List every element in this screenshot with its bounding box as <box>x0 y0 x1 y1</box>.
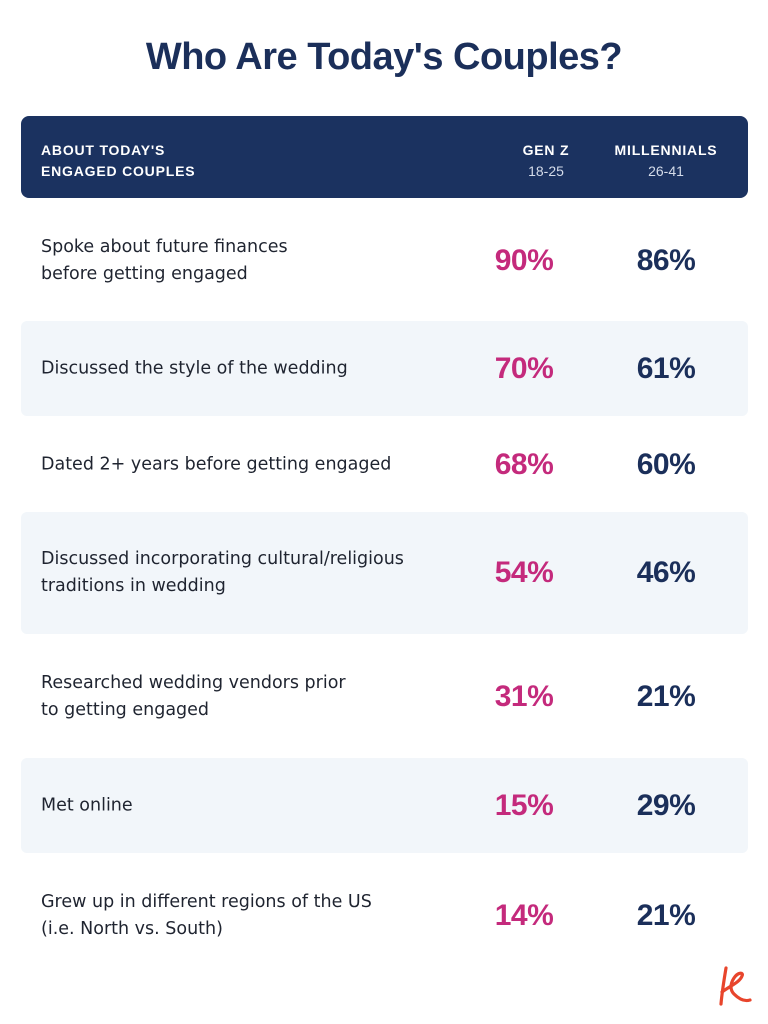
row-label: Met online <box>41 795 133 815</box>
header-millennials-age: 26-41 <box>648 163 684 179</box>
millennials-value: 21% <box>636 899 696 932</box>
millennials-value: 86% <box>636 244 696 277</box>
millennials-value: 60% <box>636 448 696 481</box>
millennials-value: 61% <box>636 351 696 385</box>
gen-z-value: 31% <box>494 680 554 713</box>
header-label: ABOUT TODAY'S ENGAGED COUPLES <box>41 142 196 179</box>
header-gen-z-name: GEN Z <box>522 142 570 158</box>
millennials-value: 21% <box>636 680 696 713</box>
table-row: Met online 15% 29% <box>21 758 748 853</box>
table-row: Discussed incorporating cultural/religio… <box>21 512 748 634</box>
table-row: Dated 2+ years before getting engaged 68%… <box>21 420 748 510</box>
table-row: Spoke about future finances before getti… <box>21 214 748 308</box>
table-row: Researched wedding vendors prior to gett… <box>21 640 748 754</box>
row-label: Spoke about future finances before getti… <box>41 237 288 284</box>
gen-z-value: 68% <box>494 448 554 481</box>
table-row: Discussed the style of the wedding 70% 61% <box>21 321 748 416</box>
header-millennials: MILLENNIALS 26-41 <box>591 140 741 182</box>
row-label: Grew up in different regions of the US (… <box>41 892 372 939</box>
gen-z-value: 14% <box>494 899 554 932</box>
header-millennials-name: MILLENNIALS <box>614 142 718 158</box>
header-gen-z-age: 18-25 <box>528 163 564 179</box>
k-logo-icon <box>719 966 752 1006</box>
row-label: Dated 2+ years before getting engaged <box>41 454 392 475</box>
millennials-value: 46% <box>636 556 696 589</box>
table-row: Grew up in different regions of the US (… <box>21 860 748 972</box>
row-label: Researched wedding vendors prior to gett… <box>41 673 346 720</box>
page-title: Who Are Today's Couples? <box>145 36 623 78</box>
row-label: Discussed the style of the wedding <box>41 358 348 378</box>
gen-z-value: 90% <box>494 244 554 277</box>
millennials-value: 29% <box>636 788 696 822</box>
gen-z-value: 15% <box>494 788 554 822</box>
table-header: ABOUT TODAY'S ENGAGED COUPLES GEN Z 18-2… <box>21 116 748 198</box>
gen-z-value: 54% <box>494 556 554 589</box>
row-label: Discussed incorporating cultural/religio… <box>41 549 404 596</box>
header-gen-z: GEN Z 18-25 <box>471 140 621 182</box>
gen-z-value: 70% <box>494 351 554 385</box>
